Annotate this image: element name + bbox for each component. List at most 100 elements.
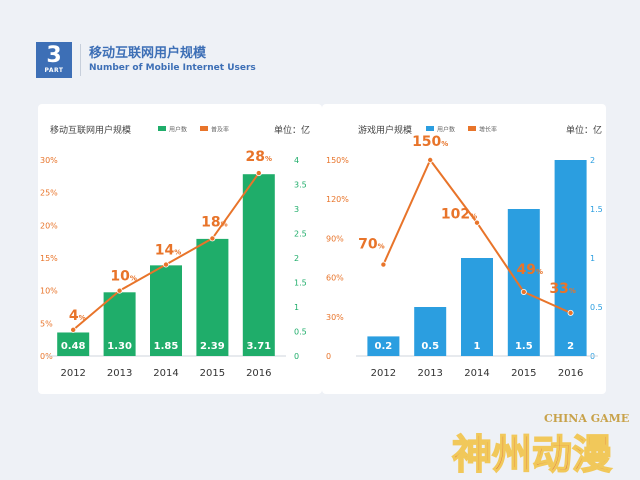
rate-value-number: 14 [155,243,175,259]
right-axis-tick: 2 [590,156,595,165]
right-axis-tick: 1.5 [590,205,603,214]
watermark-top-text: CHINA GAME [544,412,629,425]
x-tick-label: 2012 [371,368,396,379]
bar-value-label: 0.5 [421,341,439,352]
rate-value-number: 4 [69,308,79,324]
right-axis-tick: 0 [294,352,299,361]
left-axis-tick: 30% [326,313,344,322]
bar-value-label: 1 [474,341,481,352]
left-axis-tick: 90% [326,234,344,243]
bar-value-label: 1.30 [107,341,132,352]
rate-value-label: 18% [201,214,228,230]
game-users-chart: 游戏用户规模用户数增长率单位：亿030%60%90%120%150%00.511… [326,124,603,379]
bar [150,265,182,356]
mobile-users-chart: 移动互联网用户规模 用户数 普及率 单位：亿0%5%10%15%20%25%30%00… [40,124,310,379]
bar-value-label: 3.71 [246,341,271,352]
left-axis-tick: 60% [326,274,344,283]
rate-percent-sign: % [441,140,448,148]
left-axis-tick: 30% [40,156,58,165]
x-tick-label: 2014 [464,368,489,379]
legend-swatch-line [468,126,476,131]
rate-percent-sign: % [265,155,272,163]
rate-percent-sign: % [174,249,181,257]
rate-value-number: 33 [549,281,568,297]
left-axis-tick: 20% [40,221,58,230]
bar [461,258,493,356]
rate-percent-sign: % [79,314,86,322]
bar-value-label: 0.48 [61,341,86,352]
left-axis-tick: 5% [40,319,53,328]
rate-value-number: 18 [201,214,220,230]
x-tick-label: 2013 [107,368,132,379]
bar [507,209,540,356]
legend-swatch-line [200,126,208,131]
left-axis-tick: 15% [40,254,58,263]
rate-value-label: 33% [549,281,576,297]
x-tick-label: 2014 [153,368,178,379]
right-axis-tick: 3.5 [294,181,307,190]
header-text: 移动互联网用户规模 Number of Mobile Internet User… [89,45,256,75]
left-axis-tick: 10% [40,287,58,296]
rate-point [520,288,527,295]
rate-value-number: 70 [358,237,378,253]
bar-value-label: 1.5 [515,341,533,352]
chart-title: 游戏用户规模 [358,124,412,136]
game-users-chart-card: 游戏用户规模用户数增长率单位：亿030%60%90%120%150%00.511… [322,104,606,394]
rate-value-number: 10 [110,269,130,285]
rate-percent-sign: % [536,268,543,276]
rate-point [473,219,480,226]
bar-value-label: 1.85 [154,341,179,352]
legend-label-line: 普及率 [211,126,229,134]
rate-value-label: 102% [441,207,477,223]
bar-value-label: 2.39 [200,341,225,352]
right-axis-tick: 2 [294,254,299,263]
bar [103,292,136,356]
x-tick-label: 2016 [558,368,583,379]
right-axis-tick: 1 [294,303,299,312]
x-tick-label: 2015 [511,368,536,379]
rate-point [567,309,574,316]
right-axis-tick: 1.5 [294,279,307,288]
left-axis-tick: 150% [326,156,349,165]
rate-value-label: 14% [155,243,182,259]
legend-label-line: 增长率 [479,126,497,134]
rate-value-label: 150% [412,134,448,150]
rate-point [116,287,123,294]
rate-point [70,326,77,333]
bar [554,160,587,356]
rate-percent-sign: % [470,213,477,221]
mobile-users-chart-card: 移动互联网用户规模 用户数 普及率 单位：亿 0% 5% 10% 15% 20% 25% 30% 0 0… [38,104,322,394]
legend-label-bar: 用户数 [437,126,455,134]
rate-point [163,261,170,268]
rate-value-number: 150 [412,134,441,150]
rate-value-number: 49 [517,262,536,278]
bar [57,332,90,356]
part-number: 3 [46,43,62,68]
rate-value-label: 4% [69,308,86,324]
rate-value-number: 102 [441,207,470,223]
rate-point [209,235,216,242]
rate-value-label: 10% [110,269,137,285]
rate-point [255,170,262,177]
bar [414,307,447,356]
left-axis-tick: 25% [40,189,58,198]
section-subtitle: Number of Mobile Internet Users [89,63,256,73]
bar [242,174,275,356]
watermark-main-text: 神州动漫 [452,432,612,478]
bar [196,238,229,356]
x-tick-label: 2012 [60,368,85,379]
header-divider [80,44,81,76]
bar-value-label: 2 [567,341,574,352]
part-badge: 3 PART [36,42,72,78]
right-axis-tick: 2.5 [294,230,307,239]
rate-percent-sign: % [569,287,576,295]
legend-swatch-bar [158,126,166,131]
rate-point [380,261,387,268]
rate-percent-sign: % [221,220,228,228]
section-header: 3 PART 移动互联网用户规模 Number of Mobile Intern… [36,40,256,80]
rate-value-label: 28% [246,149,272,165]
rate-value-label: 70% [358,237,385,253]
x-tick-label: 2015 [200,368,225,379]
x-tick-label: 2016 [246,368,271,379]
unit-label: 单位：亿 [566,124,602,136]
